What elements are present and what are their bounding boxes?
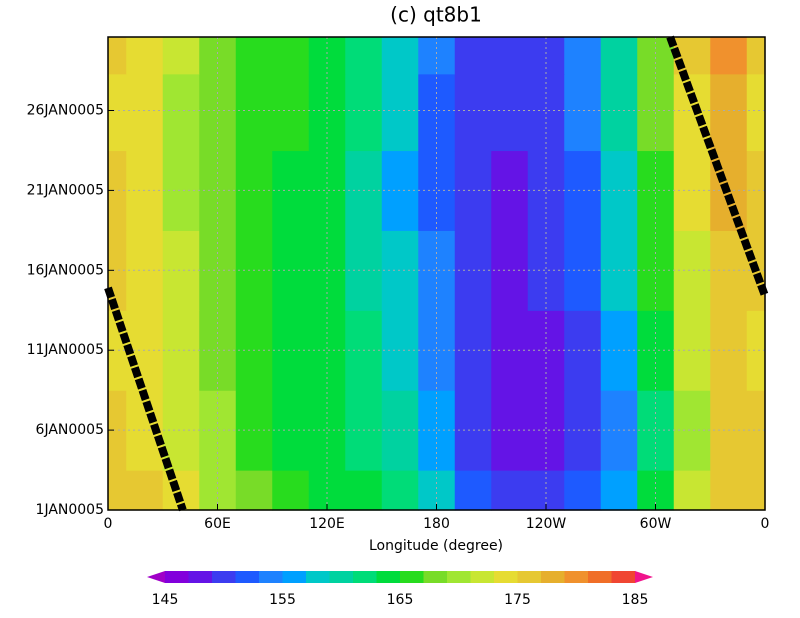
- y-tick-label: 6JAN0005: [36, 422, 104, 438]
- colorbar-box: [564, 571, 589, 583]
- field-cell: [126, 470, 164, 511]
- colorbar-box: [423, 571, 448, 583]
- field-cell: [746, 37, 766, 75]
- colorbar-box: [376, 571, 401, 583]
- colorbar-box: [212, 571, 236, 583]
- colorbar-box: [588, 571, 612, 583]
- field-cell: [564, 390, 602, 471]
- x-tick-label: 0: [104, 516, 113, 532]
- field-cell: [746, 150, 766, 231]
- field-cell: [491, 73, 529, 152]
- field-cell: [345, 470, 383, 511]
- field-cell: [454, 470, 492, 511]
- colorbar-box: [494, 571, 518, 583]
- field-cell: [710, 470, 748, 511]
- field-cell: [746, 390, 766, 471]
- field-cell: [272, 470, 310, 511]
- field-cell: [673, 470, 711, 511]
- colorbar-box: [447, 571, 471, 583]
- field-cell: [710, 73, 748, 152]
- field-cell: [235, 470, 273, 511]
- field-cell: [381, 310, 419, 391]
- colorbar-box: [611, 571, 636, 583]
- field-cell: [126, 37, 164, 75]
- field-cell: [564, 310, 602, 391]
- field-cell: [600, 37, 638, 75]
- field-cell: [564, 150, 602, 231]
- field-cell: [108, 390, 127, 471]
- field-cell: [600, 470, 638, 511]
- field-cell: [162, 73, 200, 152]
- colorbar-tick-label: 165: [387, 592, 414, 608]
- track-line: [104, 286, 187, 512]
- field-cell: [162, 37, 200, 75]
- field-cell: [108, 73, 127, 152]
- x-tick-label: 0: [761, 516, 770, 532]
- colorbar-box: [188, 571, 213, 583]
- field-cell: [108, 470, 127, 511]
- colorbar-box: [517, 571, 542, 583]
- field-cell: [235, 37, 273, 75]
- field-cell: [564, 230, 602, 311]
- colorbar-box: [400, 571, 424, 583]
- x-tick-label: 120W: [526, 516, 567, 532]
- field-cell: [272, 37, 310, 75]
- x-axis-label: Longitude (degree): [369, 538, 503, 554]
- field-cell: [454, 73, 492, 152]
- colorbar-extend-low: [147, 571, 165, 583]
- x-tick-label: 180: [423, 516, 450, 532]
- colorbar-extend-high: [635, 571, 653, 583]
- x-tick-label: 60W: [640, 516, 672, 532]
- field-cell: [345, 73, 383, 152]
- field-cell: [746, 470, 766, 511]
- colorbar-tick-label: 155: [269, 592, 296, 608]
- y-tick-label: 16JAN0005: [27, 262, 104, 278]
- field-cell: [235, 73, 273, 152]
- x-tick-label: 120E: [309, 516, 345, 532]
- y-tick-label: 1JAN0005: [36, 502, 104, 518]
- field-cell: [345, 37, 383, 75]
- colorbar-box: [306, 571, 330, 583]
- field-cell: [272, 73, 310, 152]
- colorbar-tick-label: 185: [622, 592, 649, 608]
- field-cell: [491, 37, 529, 75]
- colorbar-box: [470, 571, 495, 583]
- field-cell: [564, 73, 602, 152]
- colorbar-box: [259, 571, 283, 583]
- field-cell: [381, 73, 419, 152]
- colorbar-box: [353, 571, 377, 583]
- y-tick-label: 26JAN0005: [27, 103, 104, 119]
- field-cell: [564, 37, 602, 75]
- y-tick-label: 11JAN0005: [27, 342, 104, 358]
- colorbar-box: [165, 571, 189, 583]
- chart-title: (c) qt8b1: [390, 3, 482, 27]
- field-cell: [746, 310, 766, 391]
- field-cell: [600, 73, 638, 152]
- field-cell: [564, 470, 602, 511]
- colorbar-box: [282, 571, 307, 583]
- colorbar-tick-label: 145: [152, 592, 179, 608]
- field-cell: [381, 390, 419, 471]
- colorbar-box: [235, 571, 260, 583]
- field-cell: [381, 470, 419, 511]
- field-cell: [126, 73, 164, 152]
- field-cell: [710, 37, 748, 75]
- field-cell: [381, 150, 419, 231]
- field-cell: [108, 37, 127, 75]
- track-line: [666, 35, 769, 298]
- colorbar-tick-label: 175: [504, 592, 531, 608]
- x-tick-label: 60E: [204, 516, 231, 532]
- field-cell: [746, 73, 766, 152]
- field-cell: [381, 37, 419, 75]
- field-cell: [491, 470, 529, 511]
- field-cell: [381, 230, 419, 311]
- colorbar-box: [541, 571, 565, 583]
- colorbar-box: [329, 571, 354, 583]
- field-cell: [108, 150, 127, 231]
- y-tick-label: 21JAN0005: [27, 182, 104, 198]
- field-cell: [454, 37, 492, 75]
